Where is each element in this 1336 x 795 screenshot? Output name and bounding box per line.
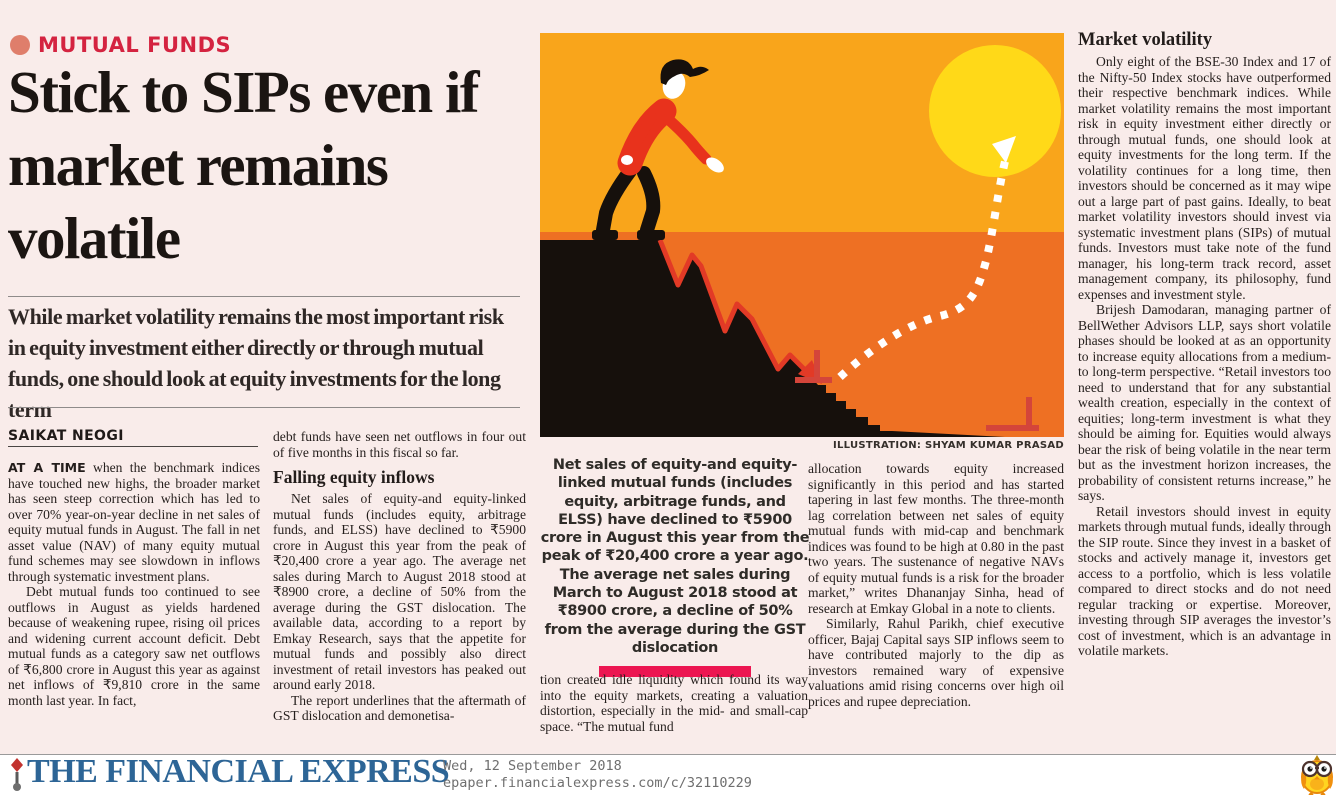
man-hair [660,59,709,85]
body-paragraph: debt funds have seen net outflows in fou… [273,429,526,460]
body-column-1: AT A TIME when the benchmark indices hav… [8,460,260,708]
body-paragraph: Brijesh Damodaran, managing partner of B… [1078,302,1331,503]
decline-tick-2 [986,397,1039,431]
body-column-4: allocation towards equity increased sign… [808,461,1064,709]
decline-tick-1 [795,350,832,383]
byline: SAIKAT NEOGI [8,428,124,444]
man-back-leg [596,164,637,237]
section-subhead: Falling equity inflows [273,467,435,487]
section-kicker: MUTUAL FUNDS [10,33,231,57]
body-paragraph: Similarly, Rahul Parikh, chief executive… [808,616,1064,709]
body-column-3: tion created idle liquidity which found … [540,672,808,734]
paragraph-text: when the benchmark indices have touched … [8,460,261,584]
masthead-title: THE FINANCIAL EXPRESS [27,753,450,790]
man-front-foot [637,230,665,240]
body-paragraph: Only eight of the BSE-30 Index and 17 of… [1078,54,1331,302]
pull-quote: Net sales of equity-and equity-linked mu… [540,456,810,678]
article-headline: Stick to SIPs even if market remains vol… [8,59,480,271]
body-paragraph: The report underlines that the aftermath… [273,692,526,724]
financial-express-logo-mark-icon [11,758,23,791]
section-subhead: Market volatility [1078,30,1213,50]
man-figure [592,59,724,240]
man-front-leg [637,166,661,237]
body-paragraph: AT A TIME when the benchmark indices hav… [8,460,260,584]
kicker-bullet-icon [10,35,30,55]
man-back-foot [592,230,618,240]
article-illustration [540,33,1064,437]
man-back-arm [625,112,657,158]
footer-date: Wed, 12 September 2018 [443,758,622,774]
body-paragraph: Retail investors should invest in equity… [1078,503,1331,659]
illustration-credit: ILLUSTRATION: SHYAM KUMAR PRASAD [832,440,1064,451]
cliff-decline-shape [540,240,1005,437]
pull-quote-underline-bar [599,666,751,678]
section-label: MUTUAL FUNDS [38,33,232,57]
body-paragraph: Debt mutual funds too continued to see o… [8,584,260,708]
illustration-graphic [540,33,1064,437]
man-front-arm [662,113,712,165]
divider-rule [8,407,520,408]
man-front-hand [706,157,724,173]
body-paragraph: allocation towards equity increased sign… [808,461,1064,616]
body-column-2: debt funds have seen net outflows in fou… [273,429,526,724]
epaper-footer: THE FINANCIAL EXPRESS Wed, 12 September … [0,753,1336,795]
man-back-hand [621,155,633,165]
divider-rule [8,296,520,297]
recovery-arrowhead [992,136,1016,163]
body-column-5: Market volatility Only eight of the BSE-… [1078,30,1331,659]
article-deck: While market volatility remains the most… [8,304,504,422]
body-paragraph: Net sales of equity-and equity-linked mu… [273,491,526,692]
recovery-dotted-line [837,152,1011,380]
byline-rule [8,446,258,447]
owl-mascot-icon [1301,755,1333,795]
paragraph-lead-in: AT A TIME [8,460,86,475]
pull-quote-text: Net sales of equity-and equity-linked mu… [540,457,810,656]
body-paragraph: tion created idle liquidity which found … [540,672,808,734]
footer-epaper-url[interactable]: epaper.financialexpress.com/c/32110229 [443,775,752,791]
sun-icon [929,45,1061,177]
decline-line [657,239,810,375]
